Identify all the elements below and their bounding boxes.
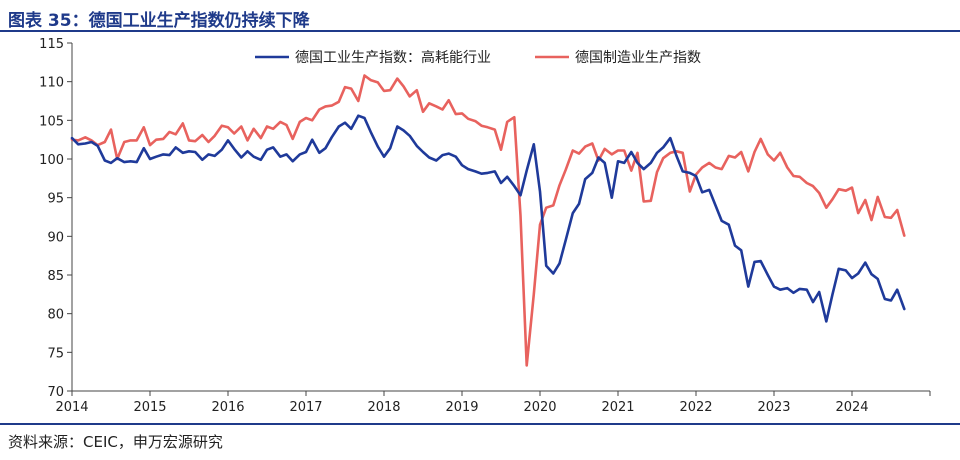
legend-label: 德国制造业生产指数: [575, 50, 701, 66]
legend-label: 德国工业生产指数：高耗能行业: [295, 49, 491, 66]
x-tick-label: 2023: [757, 400, 790, 415]
y-tick-label: 95: [47, 192, 64, 207]
y-tick-label: 100: [39, 153, 64, 168]
y-tick-label: 90: [47, 230, 64, 245]
footer-divider: [0, 423, 960, 425]
y-tick-label: 110: [39, 76, 64, 91]
y-tick-label: 70: [47, 385, 64, 400]
x-tick-label: 2018: [367, 400, 400, 415]
x-tick-label: 2021: [601, 400, 634, 415]
series-line: [70, 74, 906, 367]
y-tick-label: 75: [47, 346, 64, 361]
chart-title: 图表 35：德国工业生产指数仍持续下降: [8, 11, 310, 31]
y-tick-label: 80: [47, 308, 64, 323]
y-tick-label: 85: [47, 269, 64, 284]
x-tick-label: 2024: [835, 400, 868, 415]
x-tick-label: 2017: [289, 400, 322, 415]
source-note: 资料来源：CEIC，申万宏源研究: [8, 433, 223, 451]
x-tick-label: 2022: [679, 400, 712, 415]
title-divider: [0, 30, 960, 32]
y-tick-label: 105: [39, 114, 64, 129]
x-tick-label: 2014: [55, 400, 88, 415]
x-tick-label: 2019: [445, 400, 478, 415]
x-tick-label: 2016: [211, 400, 244, 415]
series-line: [70, 114, 906, 323]
x-tick-label: 2020: [523, 400, 556, 415]
y-tick-label: 115: [39, 37, 64, 52]
legend: 德国工业生产指数：高耗能行业 德国制造业生产指数: [255, 49, 701, 66]
x-axis: 2014 2015 2016 2017 2018 2019 2020 2021 2022 2023…: [55, 390, 931, 415]
series-layer: [70, 74, 906, 367]
y-axis: 70 75 80 85 90 95 100 105 110 115: [39, 37, 73, 400]
x-tick-label: 2015: [133, 400, 166, 415]
